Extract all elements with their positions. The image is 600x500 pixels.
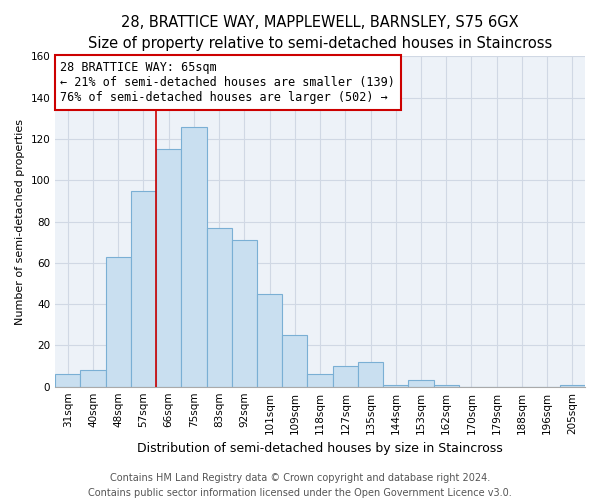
Bar: [232, 240, 257, 386]
Bar: [560, 384, 585, 386]
X-axis label: Distribution of semi-detached houses by size in Staincross: Distribution of semi-detached houses by …: [137, 442, 503, 455]
Bar: [80, 370, 106, 386]
Text: Contains HM Land Registry data © Crown copyright and database right 2024.
Contai: Contains HM Land Registry data © Crown c…: [88, 472, 512, 498]
Bar: [282, 335, 307, 386]
Bar: [383, 384, 409, 386]
Bar: [106, 256, 131, 386]
Title: 28, BRATTICE WAY, MAPPLEWELL, BARNSLEY, S75 6GX
Size of property relative to sem: 28, BRATTICE WAY, MAPPLEWELL, BARNSLEY, …: [88, 15, 552, 51]
Bar: [55, 374, 80, 386]
Bar: [307, 374, 332, 386]
Bar: [358, 362, 383, 386]
Text: 28 BRATTICE WAY: 65sqm
← 21% of semi-detached houses are smaller (139)
76% of se: 28 BRATTICE WAY: 65sqm ← 21% of semi-det…: [61, 62, 395, 104]
Y-axis label: Number of semi-detached properties: Number of semi-detached properties: [15, 118, 25, 324]
Bar: [156, 149, 181, 386]
Bar: [409, 380, 434, 386]
Bar: [131, 190, 156, 386]
Bar: [332, 366, 358, 386]
Bar: [181, 126, 206, 386]
Bar: [257, 294, 282, 386]
Bar: [434, 384, 459, 386]
Bar: [206, 228, 232, 386]
